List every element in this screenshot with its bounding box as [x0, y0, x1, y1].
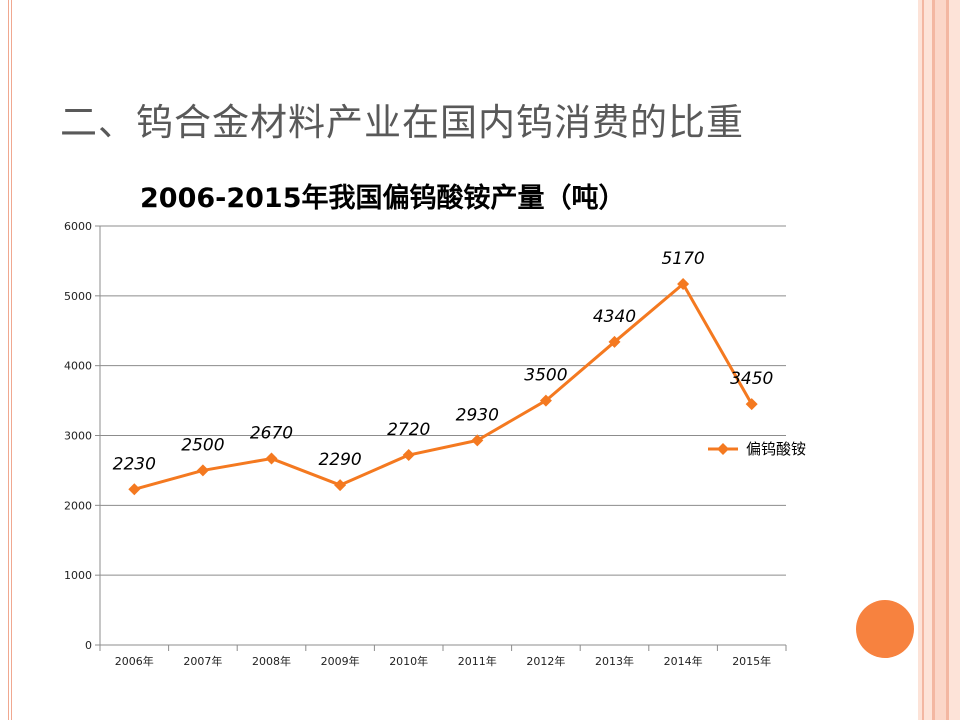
legend-label: 偏钨酸铵	[746, 440, 807, 458]
x-tick-label: 2009年	[321, 654, 360, 668]
data-label: 4340	[593, 307, 636, 327]
left-frame-border	[8, 0, 12, 720]
data-point	[745, 398, 758, 411]
slide-title: 二、钨合金材料产业在国内钨消费的比重	[60, 101, 744, 144]
data-point	[128, 483, 141, 496]
x-tick-label: 2007年	[183, 654, 222, 668]
y-tick-label: 1000	[64, 569, 92, 582]
legend-swatch	[708, 442, 738, 455]
x-tick-labels: 2006年 2007年 2008年 2009年 2010年 2011年 2012年 2013年…	[115, 654, 771, 668]
data-label: 3450	[730, 369, 773, 389]
right-frame-stripes	[918, 0, 960, 720]
data-point	[539, 394, 552, 407]
x-tick-label: 2012年	[526, 654, 565, 668]
data-point	[334, 479, 347, 492]
data-label: 5170	[661, 249, 704, 269]
x-tick-label: 2014年	[664, 654, 703, 668]
x-tick-label: 2010年	[389, 654, 428, 668]
x-tick-label: 2006年	[115, 654, 154, 668]
data-label: 2670	[250, 424, 293, 444]
y-tick-label: 2000	[64, 499, 92, 512]
y-tick-label: 5000	[64, 290, 92, 303]
data-label: 2290	[318, 450, 361, 470]
y-tick-labels: 0 1000 2000 3000 4000 5000 6000	[64, 220, 92, 652]
data-point	[402, 449, 415, 462]
data-label: 2930	[456, 405, 499, 425]
data-point	[265, 452, 278, 465]
x-tick-label: 2011年	[458, 654, 497, 668]
data-point	[677, 277, 690, 290]
series-line	[133, 282, 754, 491]
chart-title: 2006-2015年我国偏钨酸铵产量（吨）	[140, 183, 626, 214]
data-label: 2500	[181, 435, 224, 455]
y-tick-label: 3000	[64, 430, 92, 443]
data-labels: 2230 2500 2670 2290 2720 2930 3500 4340 5170 3450	[113, 249, 774, 474]
decorative-circle	[856, 600, 914, 658]
y-tick-label: 4000	[64, 360, 92, 373]
legend: 偏钨酸铵	[706, 438, 806, 459]
data-point	[608, 335, 621, 348]
y-tick-label: 0	[85, 639, 92, 652]
data-label: 2720	[387, 420, 430, 440]
data-label: 3500	[524, 366, 567, 386]
data-point	[471, 434, 484, 447]
x-tick-label: 2015年	[732, 654, 771, 668]
x-tick-label: 2013年	[595, 654, 634, 668]
x-tick-label: 2008年	[252, 654, 291, 668]
axes	[95, 225, 787, 651]
series-layer	[128, 277, 758, 496]
data-label: 2230	[113, 454, 156, 474]
data-point	[196, 464, 209, 477]
y-tick-label: 6000	[64, 220, 92, 233]
